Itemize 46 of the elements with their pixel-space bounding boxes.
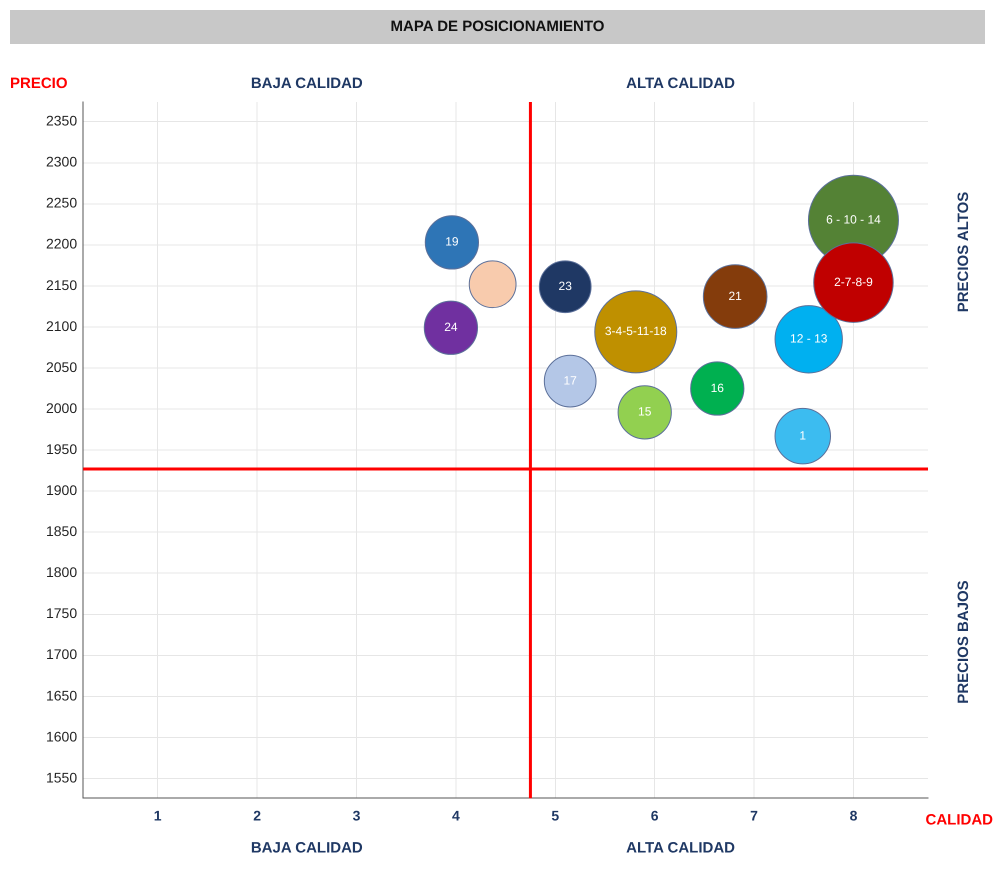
y-tick-label: 1750 (46, 605, 78, 622)
text: BAJA CALIDAD (250, 839, 363, 856)
annotation: 19 (445, 234, 459, 249)
y-tick-label: 2050 (46, 358, 78, 375)
x-tick-label: 7 (750, 807, 758, 824)
x-tick-label: 5 (551, 807, 560, 824)
annotation: 24 (444, 320, 458, 334)
y-tick-label: 2350 (46, 112, 78, 129)
x-tick-label: 3 (352, 807, 361, 824)
y-tick-label: 2150 (46, 276, 78, 293)
annotation: 15 (638, 404, 652, 419)
annotation: 1 (799, 428, 806, 442)
y-tick-label: 1650 (46, 687, 78, 704)
y-tick-label: 1600 (46, 728, 78, 744)
y-tick-label: 1850 (46, 523, 78, 540)
annotation: 2-7-8-9 (834, 274, 874, 289)
y-tick-label: 1700 (46, 646, 78, 662)
annotation: 3-4-5-11-18 (604, 324, 668, 338)
text: PRECIOS ALTOS (955, 192, 972, 312)
text: BAJA CALIDAD (250, 75, 363, 92)
x-axis-title: CALIDAD (926, 811, 994, 828)
chart-title: MAPA DE POSICIONAMIENTO (10, 10, 985, 44)
y-tick-label: 2300 (46, 154, 78, 170)
y-tick-label: 1950 (46, 440, 78, 457)
y-axis-title: PRECIO (10, 75, 68, 92)
annotation: 23 (558, 279, 572, 294)
y-tick-label: 1900 (46, 482, 78, 498)
annotation: 17 (564, 373, 578, 388)
x-tick-label: 4 (452, 807, 460, 824)
y-tick-label: 1800 (46, 564, 78, 580)
x-tick-label: 1 (154, 807, 162, 824)
y-tick-label: 2000 (46, 400, 78, 416)
text: PRECIOS BAJOS (955, 580, 972, 704)
annotation: 12 - 13 (790, 332, 828, 346)
y-tick-label: 2100 (46, 318, 78, 334)
y-tick-label: 1550 (46, 769, 78, 786)
text: ALTA CALIDAD (626, 75, 736, 92)
annotation: 6 - 10 - 14 (826, 212, 882, 227)
x-tick-label: 6 (650, 807, 659, 824)
text: ALTA CALIDAD (626, 839, 736, 856)
y-tick-label: 2200 (46, 236, 78, 252)
x-tick-label: 8 (850, 807, 858, 824)
annotation: 16 (710, 380, 724, 395)
y-tick-label: 2250 (46, 194, 78, 211)
annotation: 21 (728, 288, 742, 303)
x-tick-label: 2 (253, 807, 262, 824)
